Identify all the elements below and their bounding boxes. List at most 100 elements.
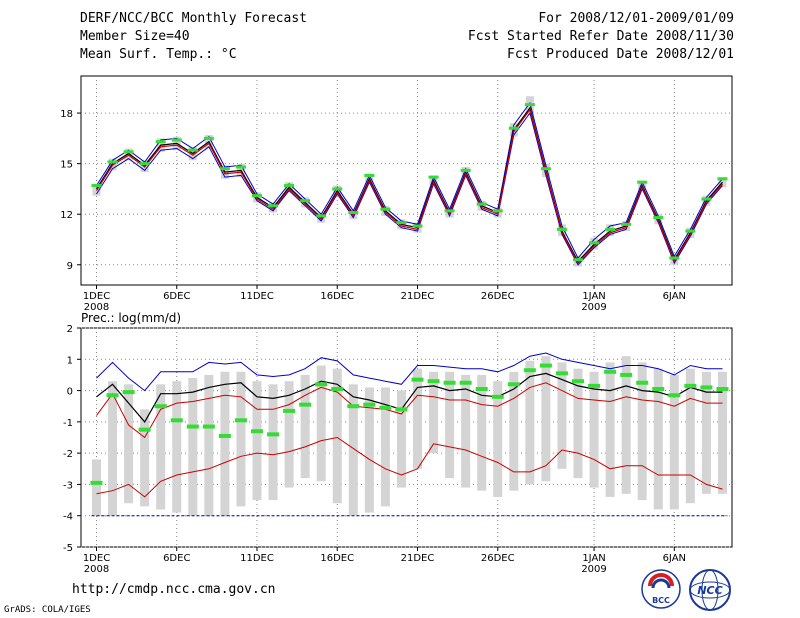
forecast-produced: Fcst Produced Date 2008/12/01 [507, 47, 734, 62]
p0-xtick-label: 26DEC [481, 291, 515, 302]
prec-marker [186, 424, 199, 429]
p0-xtick-label: 11DEC [240, 291, 274, 302]
temp-marker [396, 221, 407, 225]
p1-xtick-label: 6DEC [163, 553, 190, 564]
prec-box [429, 371, 439, 454]
temp-upper-line [96, 101, 723, 259]
temp-marker [476, 202, 487, 206]
prec-marker [491, 394, 504, 399]
p1-xtick-year: 2008 [84, 564, 109, 575]
p0-ytick-label: 18 [60, 109, 73, 120]
temp-marker [348, 211, 359, 215]
temp-marker [492, 209, 503, 213]
p0-xtick-label: 1DEC [83, 291, 110, 302]
prec-box [188, 378, 198, 516]
prec-marker [411, 377, 424, 382]
temp-marker [139, 162, 150, 166]
prec-box [316, 365, 326, 482]
prec-box [589, 371, 599, 488]
prec-marker [106, 393, 119, 398]
prec-marker [668, 393, 681, 398]
temp-marker [364, 173, 375, 177]
prec-box [220, 371, 230, 516]
prec-box [284, 381, 294, 488]
p0-ytick-label: 12 [60, 210, 73, 221]
temp-marker [524, 103, 535, 107]
prec-marker [154, 404, 167, 409]
temp-marker [508, 126, 519, 130]
member-size: Member Size=40 [80, 29, 190, 44]
prec-marker [315, 382, 328, 387]
temp-marker [219, 167, 230, 171]
temp-marker [380, 207, 391, 211]
p1-ytick-label: -2 [63, 449, 73, 460]
temp-marker [155, 140, 166, 144]
temp-marker [653, 216, 664, 220]
prec-marker [379, 405, 392, 410]
prec-box [204, 374, 214, 516]
prec-box [477, 374, 487, 491]
temp-marker [556, 227, 567, 231]
temp-marker [412, 224, 423, 228]
forecast-period: For 2008/12/01-2009/01/09 [538, 11, 734, 26]
temp-marker [540, 167, 551, 171]
p1-ytick-label: -5 [63, 543, 73, 554]
prec-upper-line [96, 352, 723, 392]
temp-marker [316, 214, 327, 218]
p1-xtick-label: 1JAN [582, 553, 605, 564]
p1-ytick-label: 0 [67, 387, 73, 398]
prec-box [717, 371, 727, 494]
prec-marker [202, 424, 215, 429]
p0-xtick-label: 6JAN [663, 291, 686, 302]
temp-spread-bar [124, 148, 133, 161]
p0-xtick-year: 2009 [581, 302, 606, 313]
p0-xtick-label: 6DEC [163, 291, 190, 302]
temp-marker [171, 138, 182, 142]
temp-mean-line [95, 106, 723, 263]
prec-box [172, 381, 182, 513]
p0-ytick-label: 15 [60, 160, 73, 171]
prec-marker [700, 385, 713, 390]
prec-box [653, 368, 663, 510]
prec-mean-line [96, 372, 723, 423]
temp-marker [685, 229, 696, 233]
temp-marker [107, 160, 118, 164]
temp-marker [332, 187, 343, 191]
temp-marker [235, 165, 246, 169]
forecast-started: Fcst Started Refer Date 2008/11/30 [467, 29, 734, 44]
prec-marker [523, 368, 536, 373]
p0-ytick-label: 9 [67, 261, 73, 272]
prec-marker [572, 379, 584, 384]
temp-marker [605, 227, 616, 231]
temp-marker [637, 180, 648, 184]
p0-xtick-year: 2008 [84, 302, 109, 313]
prec-marker [363, 402, 376, 407]
temp-marker [621, 222, 632, 226]
temp-marker [428, 175, 439, 179]
prec-box [461, 374, 471, 488]
temp-marker [187, 148, 198, 152]
prec-marker [90, 480, 103, 485]
temp-lower-line [96, 111, 723, 266]
prec-marker [138, 427, 151, 432]
source-url[interactable]: http://cmdp.ncc.cma.gov.cn [72, 582, 276, 597]
p1-xtick-label: 6JAN [663, 553, 686, 564]
prec-marker [170, 418, 183, 423]
prec-marker [299, 402, 312, 407]
chart-title: DERF/NCC/BCC Monthly Forecast [80, 11, 307, 26]
prec-marker [427, 379, 440, 384]
prec-marker [475, 387, 488, 392]
prec-panel-title: Prec.: log(mm/d) [81, 311, 181, 325]
temp-marker [573, 258, 583, 262]
prec-marker [604, 369, 617, 374]
prec-box [364, 387, 374, 513]
ncc-logo: NCC [689, 569, 731, 611]
prec-red-upper-line [96, 382, 723, 439]
p1-xtick-label: 21DEC [401, 553, 435, 564]
temp-marker [300, 199, 311, 203]
p1-xtick-label: 16DEC [320, 553, 354, 564]
prec-marker [459, 380, 472, 385]
prec-box [236, 371, 246, 507]
prec-marker [395, 407, 408, 412]
